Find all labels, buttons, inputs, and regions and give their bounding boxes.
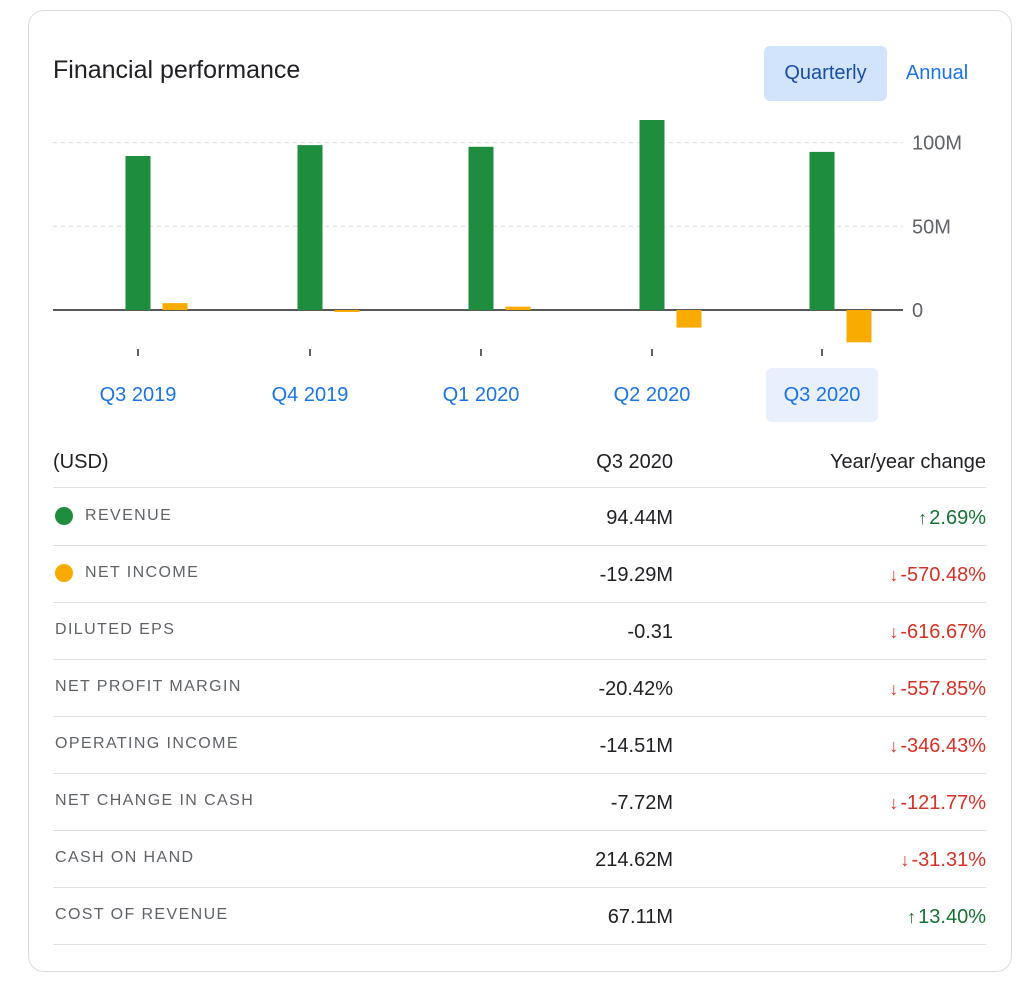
net-income-bar[interactable]	[676, 310, 702, 328]
metric-label-text: OPERATING INCOME	[55, 735, 239, 752]
metric-change: ↑ 13.40%	[907, 906, 986, 929]
metric-label-text: NET CHANGE IN CASH	[55, 792, 255, 809]
metric-label-text: DILUTED EPS	[55, 621, 176, 638]
metric-label: NET PROFIT MARGIN	[55, 678, 242, 696]
table-row: NET INCOME -19.29M ↓ -570.48%	[53, 546, 986, 603]
metric-label: CASH ON HAND	[55, 849, 194, 867]
revenue-bar[interactable]	[125, 155, 151, 310]
table-row: CASH ON HAND 214.62M ↓ -31.31%	[53, 831, 986, 888]
table-header: (USD) Q3 2020 Year/year change	[53, 438, 986, 488]
metric-label: OPERATING INCOME	[55, 735, 239, 753]
revenue-bar[interactable]	[809, 151, 835, 310]
metric-label: COST OF REVENUE	[55, 906, 229, 924]
arrow-down-icon: ↓	[889, 679, 899, 699]
metric-value: -7.72M	[610, 792, 673, 814]
table-row: OPERATING INCOME -14.51M ↓ -346.43%	[53, 717, 986, 774]
x-tick-mark	[821, 349, 823, 356]
revenue-bar[interactable]	[639, 120, 665, 310]
metric-change-value: -346.43%	[900, 735, 986, 757]
metric-change-value: -121.77%	[900, 792, 986, 814]
metric-change: ↑ 2.69%	[918, 507, 986, 530]
metric-change: ↓ -616.67%	[889, 621, 986, 644]
metric-label-text: REVENUE	[85, 507, 173, 524]
metric-label: REVENUE	[55, 507, 172, 525]
table-row: NET PROFIT MARGIN -20.42% ↓ -557.85%	[53, 660, 986, 717]
quarter-tab[interactable]: Q2 2020	[613, 383, 691, 406]
quarter-tab[interactable]: Q1 2020	[442, 383, 520, 406]
metric-change-value: 2.69%	[929, 507, 986, 529]
net-income-bar[interactable]	[162, 303, 188, 310]
unit-header: (USD)	[53, 451, 109, 473]
metric-value: 94.44M	[606, 507, 673, 529]
metric-change: ↓ -570.48%	[889, 564, 986, 587]
legend-dot-icon	[55, 507, 73, 525]
metric-change: ↓ -31.31%	[901, 849, 987, 872]
metric-label: DILUTED EPS	[55, 621, 175, 639]
arrow-up-icon: ↑	[907, 907, 917, 927]
x-tick-mark	[651, 349, 653, 356]
metric-change: ↓ -557.85%	[889, 678, 986, 701]
net-income-bar[interactable]	[846, 310, 872, 343]
table-row: COST OF REVENUE 67.11M ↑ 13.40%	[53, 888, 986, 945]
quarter-tab[interactable]: Q3 2020	[766, 368, 878, 422]
table-row: DILUTED EPS -0.31 ↓ -616.67%	[53, 603, 986, 660]
metric-value: 214.62M	[595, 849, 673, 871]
revenue-bar[interactable]	[468, 146, 494, 310]
arrow-up-icon: ↑	[918, 508, 928, 528]
arrow-down-icon: ↓	[889, 565, 899, 585]
metric-change: ↓ -346.43%	[889, 735, 986, 758]
revenue-bar[interactable]	[297, 145, 323, 310]
arrow-down-icon: ↓	[889, 622, 899, 642]
x-tick-mark	[137, 349, 139, 356]
metric-label: NET INCOME	[55, 564, 199, 582]
metric-label-text: CASH ON HAND	[55, 849, 195, 866]
financial-bar-chart: 0 50M 100M	[53, 120, 962, 356]
metric-change-value: -616.67%	[900, 621, 986, 643]
metric-label: NET CHANGE IN CASH	[55, 792, 254, 810]
metric-change-value: -570.48%	[900, 564, 986, 586]
financial-performance-card	[28, 10, 1012, 972]
metric-change-value: -557.85%	[900, 678, 986, 700]
quarter-tab[interactable]: Q4 2019	[271, 383, 349, 406]
annual-button[interactable]: Annual	[905, 62, 969, 84]
metric-value: -20.42%	[598, 678, 674, 700]
net-income-bar[interactable]	[505, 306, 531, 310]
y-tick-label: 100M	[912, 133, 962, 155]
table-row: NET CHANGE IN CASH -7.72M ↓ -121.77%	[53, 774, 986, 831]
metric-value: 67.11M	[607, 906, 673, 928]
card-title: Financial performance	[53, 56, 301, 84]
net-income-bar[interactable]	[334, 310, 360, 312]
x-tick-mark	[309, 349, 311, 356]
arrow-down-icon: ↓	[889, 793, 899, 813]
table-row: REVENUE 94.44M ↑ 2.69%	[53, 489, 986, 546]
metric-label-text: NET PROFIT MARGIN	[55, 678, 242, 695]
x-tick-mark	[480, 349, 482, 356]
metric-value: -14.51M	[599, 735, 673, 757]
metric-change: ↓ -121.77%	[889, 792, 986, 815]
metric-change-value: -31.31%	[911, 849, 987, 871]
metric-label-text: COST OF REVENUE	[55, 906, 229, 923]
metric-change-value: 13.40%	[918, 906, 986, 928]
arrow-down-icon: ↓	[889, 736, 899, 756]
y-tick-label: 50M	[912, 216, 951, 238]
quarter-tab[interactable]: Q3 2019	[99, 383, 177, 406]
y-tick-label: 0	[912, 300, 923, 322]
quarterly-button[interactable]: Quarterly	[764, 46, 887, 101]
metric-value: -19.29M	[599, 564, 673, 586]
period-header: Q3 2020	[596, 451, 673, 473]
metric-label-text: NET INCOME	[85, 564, 200, 581]
arrow-down-icon: ↓	[900, 850, 910, 870]
change-header: Year/year change	[829, 451, 986, 473]
legend-dot-icon	[55, 564, 73, 582]
metric-value: -0.31	[627, 621, 673, 643]
